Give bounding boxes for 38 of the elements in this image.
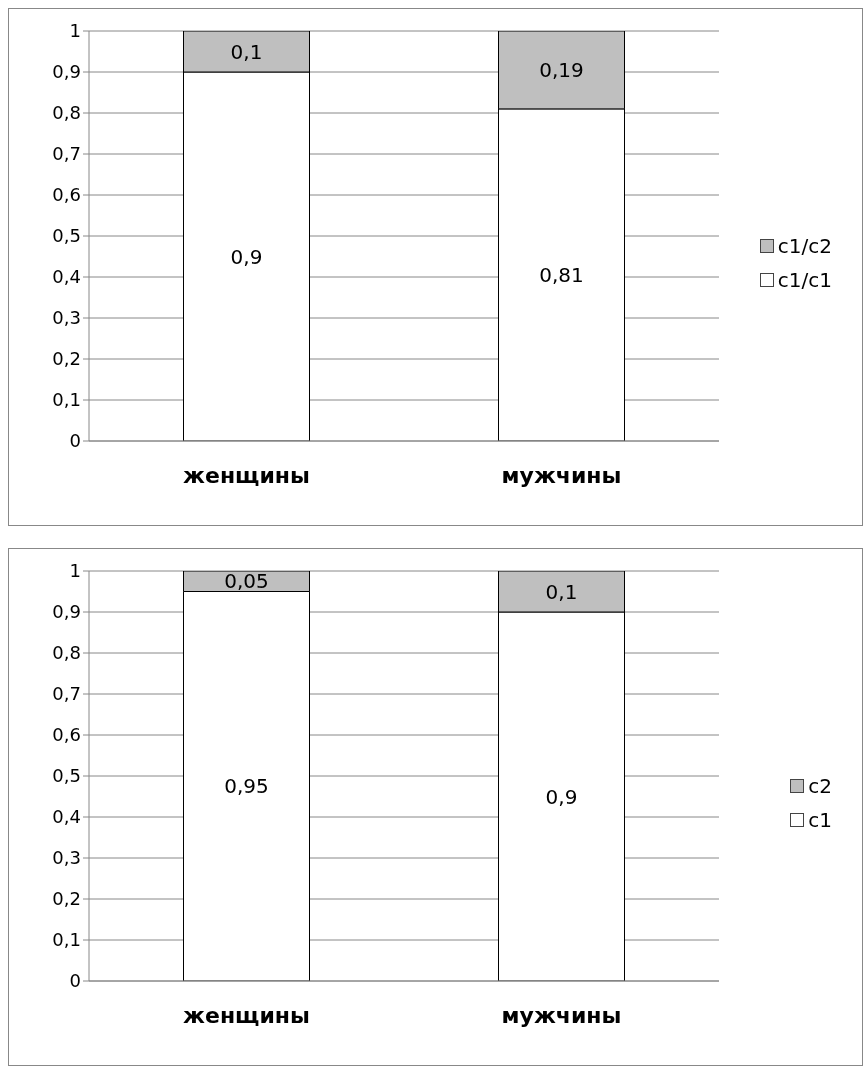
data-label: 0,95: [224, 774, 269, 799]
x-tick-label: мужчины: [501, 462, 622, 488]
y-tick-label: 1: [69, 20, 81, 42]
y-tick-label: 0,5: [52, 225, 81, 247]
data-label: 0,05: [224, 569, 269, 594]
legend-label: c1/c2: [777, 234, 832, 258]
y-tick-label: 0,2: [52, 348, 81, 370]
data-label: 0,81: [539, 263, 584, 288]
data-label: 0,9: [230, 244, 263, 269]
y-tick-label: 0,3: [52, 847, 81, 869]
y-tick-label: 0: [69, 970, 81, 992]
x-tick-label: женщины: [183, 1002, 310, 1028]
y-tick-label: 0,9: [52, 601, 81, 623]
y-tick-label: 0,9: [52, 61, 81, 83]
text: c1: [808, 808, 832, 832]
y-tick-label: 0,6: [52, 724, 81, 746]
y-tick-label: 0: [69, 430, 81, 452]
y-tick-label: 0,4: [52, 266, 81, 288]
y-tick-label: 0,2: [52, 888, 81, 910]
data-label: 0,19: [539, 58, 584, 83]
x-tick-label: женщины: [183, 462, 310, 488]
y-tick-label: 0,7: [52, 143, 81, 165]
y-tick-label: 0,4: [52, 806, 81, 828]
y-tick-label: 0,8: [52, 102, 81, 124]
y-tick-label: 0,1: [52, 389, 81, 411]
data-label: 0,9: [545, 784, 578, 809]
y-tick-label: 0,3: [52, 307, 81, 329]
text: c1/c1: [777, 268, 832, 292]
y-tick-label: 0,6: [52, 184, 81, 206]
x-tick-label: мужчины: [501, 1002, 622, 1028]
data-label: 0,1: [230, 39, 263, 64]
legend-label: c2: [808, 774, 832, 798]
y-tick-label: 0,7: [52, 683, 81, 705]
data-label: 0,1: [545, 579, 578, 604]
y-tick-label: 0,8: [52, 642, 81, 664]
y-tick-label: 0,1: [52, 929, 81, 951]
y-tick-label: 0,5: [52, 765, 81, 787]
y-tick-label: 1: [69, 560, 81, 582]
